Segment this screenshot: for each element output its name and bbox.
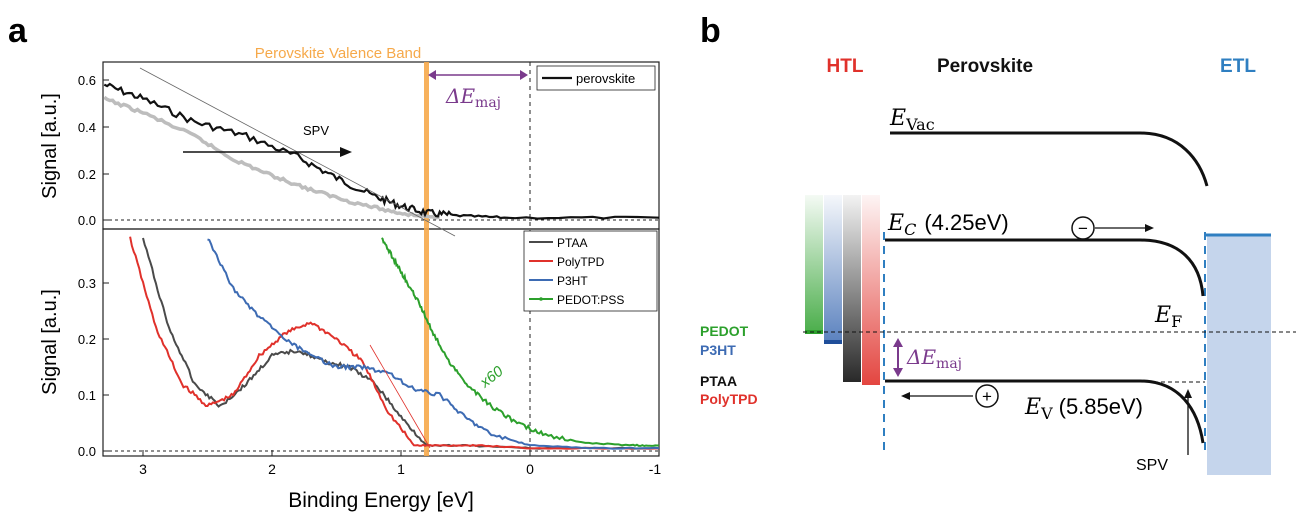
spv-arrow-head (340, 147, 352, 157)
legend-marker-pedot (539, 297, 543, 301)
top-ytick: 0.0 (78, 213, 96, 228)
material-ptaa: PTAA (700, 373, 737, 389)
top-ytick: 0.6 (78, 73, 96, 88)
legend-polytpd: PolyTPD (557, 255, 605, 269)
vacuum-level-curve (890, 131, 1209, 187)
material-pedot: PEDOT (700, 323, 749, 339)
etl-block (1207, 235, 1271, 475)
bottom-ytick: 0.3 (78, 276, 96, 291)
xtick: 1 (397, 461, 405, 477)
bottom-legend (523, 230, 658, 312)
electron-icon (1071, 216, 1095, 240)
delta-e-label-a: ΔEmaj (445, 84, 501, 111)
series-perovskite (103, 82, 659, 220)
xtick: -1 (649, 461, 662, 477)
delta-e-arrow-left (428, 70, 436, 80)
hole-arrow-head (901, 392, 910, 400)
legend-ptaa: PTAA (557, 236, 587, 250)
conduction-band-curve (885, 238, 1205, 297)
series-pedot-pss (381, 237, 659, 448)
delta-e-arrow-b-up (893, 338, 903, 347)
xtick: 3 (139, 461, 147, 477)
bottom-fit-line (369, 344, 431, 449)
evac-label: EVac (889, 106, 935, 134)
material-polytpd: PolyTPD (700, 391, 758, 407)
xtick: 0 (526, 461, 534, 477)
pedot-bar (805, 195, 823, 332)
series-p3ht (207, 238, 659, 450)
valence-band-curve (885, 379, 1205, 444)
htl-label: HTL (827, 56, 864, 77)
bottom-ytick: 0.2 (78, 332, 96, 347)
material-p3ht: P3HT (700, 342, 736, 358)
p3ht-bar-edge (824, 340, 842, 344)
polytpd-bar (862, 195, 880, 385)
ev-label: EV (5.85eV) (1024, 394, 1143, 423)
top-ytick: 0.4 (78, 120, 96, 135)
series-polytpd (129, 236, 659, 450)
spv-label-b: SPV (1136, 457, 1168, 474)
legend-perovskite: perovskite (576, 71, 635, 86)
panel-a-letter: a (8, 12, 28, 50)
delta-e-arrow-b-down (893, 368, 903, 377)
electron-sign: − (1078, 219, 1088, 238)
top-y-axis-label: Signal [a.u.] (39, 93, 61, 199)
bottom-plot-frame (102, 228, 660, 457)
delta-e-arrow-right (520, 70, 528, 80)
bottom-y-axis: 0.0 0.1 0.2 0.3 (78, 276, 109, 459)
top-plot-series (103, 82, 659, 220)
hole-sign: + (982, 387, 992, 406)
xtick: 2 (268, 461, 276, 477)
bottom-ytick: 0.0 (78, 444, 96, 459)
legend-pedot: PEDOT:PSS (557, 293, 624, 307)
spv-arrow-b-head (1184, 389, 1192, 398)
delta-e-label-b: ΔEmaj (906, 345, 962, 372)
x60-label: x60 (476, 362, 507, 391)
perovskite-label: Perovskite (937, 56, 1033, 77)
spv-label-a: SPV (303, 123, 329, 138)
etl-label: ETL (1220, 56, 1256, 77)
ec-label: EC (4.25eV) (887, 210, 1009, 239)
top-y-axis: 0.0 0.2 0.4 0.6 (78, 73, 109, 228)
hole-icon (975, 384, 999, 408)
valence-band-label: Perovskite Valence Band (255, 45, 422, 62)
x-axis-label: Binding Energy [eV] (288, 489, 474, 512)
top-ytick: 0.2 (78, 167, 96, 182)
bottom-plot-series (129, 236, 659, 450)
ef-label: EF (1154, 303, 1182, 331)
panel-b-letter: b (700, 12, 721, 50)
bottom-ytick: 0.1 (78, 388, 96, 403)
legend-p3ht: P3HT (557, 274, 588, 288)
bottom-y-axis-label: Signal [a.u.] (39, 289, 61, 395)
p3ht-bar (824, 195, 842, 343)
ptaa-bar (843, 195, 861, 382)
electron-arrow-head (1145, 224, 1154, 232)
valence-band-marker (424, 62, 429, 456)
x-axis: 3 2 1 0 -1 (139, 450, 661, 477)
series-perovskite-reference (103, 95, 441, 220)
